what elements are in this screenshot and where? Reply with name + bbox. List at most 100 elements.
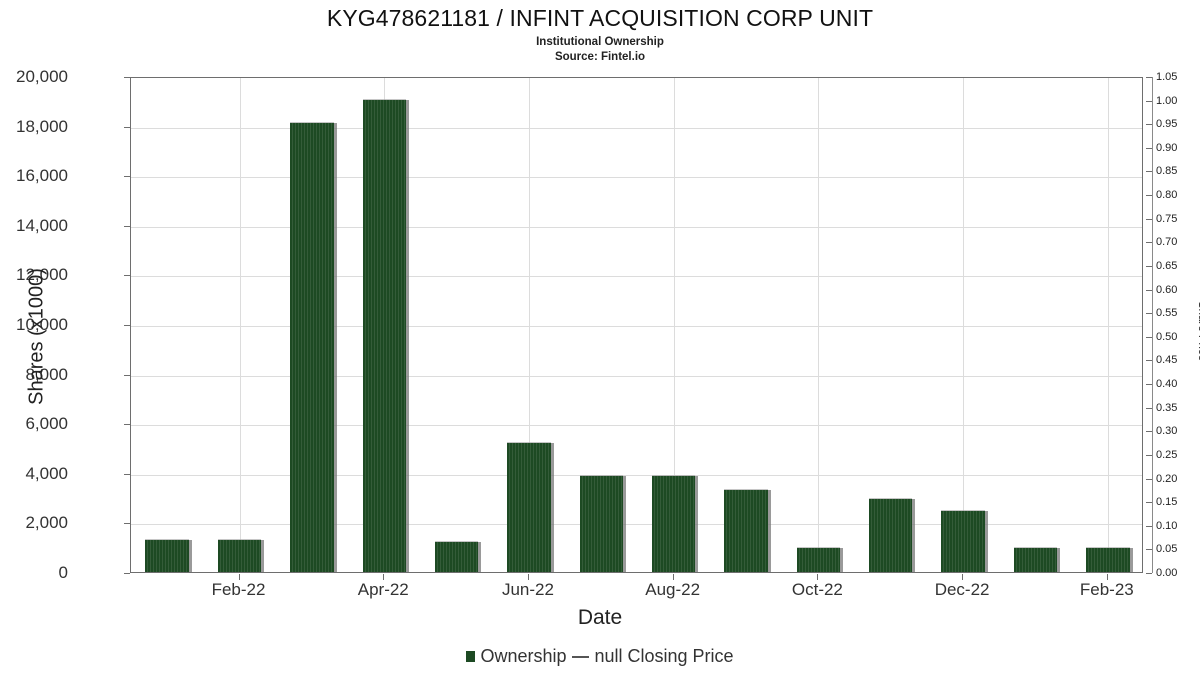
bar[interactable] xyxy=(1086,548,1130,572)
x-axis-tickmark xyxy=(238,574,240,580)
legend-label-ownership: Ownership xyxy=(480,646,567,666)
y-axis-right-tick-label: 0.80 xyxy=(1156,189,1178,202)
y-axis-right-tick-label: 0.00 xyxy=(1156,567,1178,579)
x-axis-tickmark xyxy=(1106,574,1108,580)
y-axis-left-tick-label: 4,000 xyxy=(25,463,68,483)
bar[interactable] xyxy=(217,540,262,572)
y-axis-right-tick-label: 0.60 xyxy=(1156,283,1178,296)
y-axis-right-tick-label: 0.05 xyxy=(1156,543,1178,556)
legend-label-closing-price: null Closing Price xyxy=(594,646,734,666)
y-axis-right-tickmark xyxy=(1146,407,1152,409)
y-axis-left-tick-label: 0 xyxy=(58,563,68,582)
y-axis-right-tickmark xyxy=(1146,147,1152,149)
gridline-horizontal xyxy=(131,474,1142,476)
y-axis-right-tickmark xyxy=(1146,478,1152,480)
gridline-horizontal xyxy=(131,326,1142,327)
bar[interactable] xyxy=(579,476,624,572)
bar[interactable] xyxy=(362,99,406,572)
y-axis-left-tickmark xyxy=(124,77,130,78)
bar[interactable] xyxy=(434,542,479,572)
y-axis-left-tickmark xyxy=(124,424,130,426)
bar[interactable] xyxy=(290,123,334,572)
y-axis-right-tickmark xyxy=(1146,525,1152,527)
y-axis-right-tickmark xyxy=(1146,265,1152,267)
y-axis-right-title: Share Price xyxy=(1196,300,1200,362)
gridline-horizontal xyxy=(131,226,1142,228)
x-axis-title: Date xyxy=(577,606,623,629)
gridline-horizontal xyxy=(131,127,1142,129)
y-axis-left-tick-label: 8,000 xyxy=(25,364,68,384)
x-axis-tick-label: Aug-22 xyxy=(645,580,701,599)
legend-item-ownership[interactable]: Ownership xyxy=(466,646,566,667)
chart-title: KYG478621181 / INFINT ACQUISITION CORP U… xyxy=(326,5,874,31)
bar-series-ownership xyxy=(131,78,1142,572)
y-axis-right-tick-label: 0.15 xyxy=(1156,496,1178,509)
y-axis-right-tick-label: 0.95 xyxy=(1156,118,1178,131)
y-axis-right-tickmark xyxy=(1146,218,1152,220)
gridline-vertical xyxy=(818,78,820,572)
y-axis-right-tickmark xyxy=(1146,454,1152,456)
x-axis-tick-label: Dec-22 xyxy=(934,580,990,599)
y-axis-right-tick-label: 1.05 xyxy=(1156,71,1178,83)
y-axis-right-tick-label: 0.50 xyxy=(1156,330,1178,343)
legend-item-closing-price[interactable]: null Closing Price xyxy=(566,646,734,667)
y-axis-left-tick-label: 6,000 xyxy=(25,414,68,434)
y-axis-left-tickmark xyxy=(124,473,130,475)
y-axis-right-tickmark xyxy=(1146,573,1152,574)
gridline-vertical xyxy=(528,78,530,572)
gridline-horizontal xyxy=(131,524,1142,526)
gridline-horizontal xyxy=(131,375,1142,377)
y-axis-right-tick-label: 0.65 xyxy=(1156,259,1178,272)
y-axis-right-tickmark xyxy=(1146,100,1152,102)
legend-square-icon xyxy=(466,651,476,662)
bar[interactable] xyxy=(724,489,768,572)
y-axis-right-tick-label: 1.00 xyxy=(1156,94,1178,107)
y-axis-right-tick-label: 0.10 xyxy=(1156,519,1178,532)
x-axis-tickmark xyxy=(672,574,674,580)
x-axis-tick-label: Feb-23 xyxy=(1079,580,1134,599)
x-axis-tickmark xyxy=(817,574,819,580)
gridline-vertical xyxy=(239,78,241,572)
y-axis-left-tickmark xyxy=(124,374,130,376)
y-axis-left-tickmark xyxy=(124,275,130,277)
y-axis-left-tick-label: 14,000 xyxy=(16,215,68,235)
y-axis-left-tickmark xyxy=(124,126,130,128)
chart-subtitle: Institutional Ownership xyxy=(536,36,664,48)
y-axis-right-tick-label: 0.40 xyxy=(1156,378,1178,391)
gridline-vertical xyxy=(963,78,965,572)
bar[interactable] xyxy=(145,540,189,572)
x-axis-tickmark xyxy=(383,574,385,580)
y-axis-right-tick-label: 0.25 xyxy=(1156,448,1178,461)
plot-area xyxy=(130,77,1143,573)
y-axis-right-tick-label: 0.85 xyxy=(1156,165,1178,178)
bar[interactable] xyxy=(1013,548,1058,572)
chart-legend: Ownership null Closing Price xyxy=(0,646,1200,667)
bar[interactable] xyxy=(651,476,696,572)
y-axis-right-tickmark xyxy=(1146,549,1152,551)
bar[interactable] xyxy=(869,498,913,572)
gridline-vertical xyxy=(1107,78,1109,572)
x-axis-tick-label: Jun-22 xyxy=(501,580,554,599)
y-axis-right-tickmark xyxy=(1146,289,1152,291)
y-axis-right-tickmark xyxy=(1146,171,1152,173)
x-axis-tickmark xyxy=(962,574,964,580)
gridline-horizontal xyxy=(131,276,1142,278)
bar[interactable] xyxy=(941,511,985,572)
x-axis-tick-label: Apr-22 xyxy=(357,580,409,599)
y-axis-left-title: Shares (x1000) xyxy=(25,268,48,405)
gridline-horizontal xyxy=(131,425,1142,427)
y-axis-left-tick-label: 16,000 xyxy=(16,166,68,186)
y-axis-right-tick-label: 0.30 xyxy=(1156,425,1178,438)
y-axis-left-tick-label: 10,000 xyxy=(16,315,68,334)
y-axis-left-tickmark xyxy=(124,523,130,525)
y-axis-left-tick-label: 12,000 xyxy=(16,265,68,285)
legend-line-icon xyxy=(572,655,590,658)
chart-source: Source: Fintel.io xyxy=(554,51,646,63)
bar[interactable] xyxy=(507,443,551,572)
y-axis-left-tick-label: 20,000 xyxy=(16,67,68,86)
gridline-horizontal xyxy=(131,177,1142,179)
y-axis-left-tickmark xyxy=(124,176,130,178)
y-axis-left-tick-label: 2,000 xyxy=(25,513,68,533)
bar[interactable] xyxy=(796,547,841,572)
